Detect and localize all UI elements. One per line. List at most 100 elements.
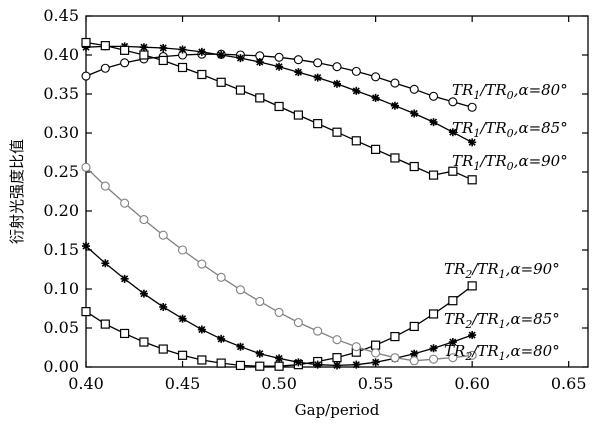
data-point-circle xyxy=(120,198,130,208)
series-label-4: TR2/TR1,α=85° xyxy=(444,310,560,331)
data-point-square xyxy=(81,37,91,48)
data-point-circle xyxy=(235,285,246,295)
data-point-square xyxy=(274,101,284,112)
data-point-circle xyxy=(428,354,439,364)
data-point-circle xyxy=(313,58,323,68)
data-point-circle xyxy=(409,356,419,366)
data-point-star xyxy=(448,128,457,137)
series-label-subscript: 2 xyxy=(464,318,472,331)
data-point-square xyxy=(255,361,265,371)
series-label-subscript: 0 xyxy=(507,89,514,102)
series-label-text: /TR xyxy=(478,81,506,99)
data-point-square xyxy=(139,337,149,347)
data-point-star xyxy=(333,79,341,88)
data-point-circle xyxy=(177,245,188,255)
data-point-star xyxy=(275,62,284,71)
data-point-circle xyxy=(293,317,303,328)
data-point-square xyxy=(371,144,381,154)
x-tick-label: 0.40 xyxy=(68,374,104,393)
data-point-star xyxy=(236,342,245,351)
data-point-square xyxy=(216,358,226,368)
data-point-star xyxy=(178,314,187,323)
y-tick-label: 0.45 xyxy=(43,6,79,25)
data-point-star xyxy=(159,302,168,311)
data-point-star xyxy=(333,361,341,370)
x-tick-label: 0.60 xyxy=(454,374,490,393)
series-label-text: /TR xyxy=(470,310,498,328)
data-point-square xyxy=(158,55,168,66)
series-label-text: TR xyxy=(444,342,465,360)
data-point-circle xyxy=(197,259,207,269)
series-label-subscript: 0 xyxy=(507,160,514,173)
data-point-star xyxy=(410,109,419,118)
data-point-star xyxy=(275,354,284,363)
series-label-subscript: 2 xyxy=(464,268,472,281)
data-point-square xyxy=(177,350,188,360)
data-point-circle xyxy=(81,71,91,81)
data-point-star xyxy=(217,334,226,343)
data-point-square xyxy=(293,110,303,120)
x-tick-label: 0.45 xyxy=(165,374,201,393)
series-label-subscript: 1 xyxy=(473,127,480,140)
data-point-star xyxy=(429,344,438,353)
y-axis-title: 衍射光强度比值 xyxy=(8,139,26,244)
data-point-star xyxy=(390,101,399,110)
series-5 xyxy=(81,162,477,366)
data-point-star xyxy=(217,51,226,59)
data-point-square xyxy=(390,153,400,163)
data-point-square xyxy=(197,69,207,80)
data-point-square xyxy=(332,127,342,137)
data-point-square xyxy=(448,166,458,176)
y-tick-label: 0.30 xyxy=(43,123,79,142)
data-point-star xyxy=(120,274,129,283)
series-label-text: /TR xyxy=(470,342,498,360)
data-point-star xyxy=(371,93,380,102)
data-point-circle xyxy=(448,97,458,107)
data-point-star xyxy=(159,43,168,52)
data-point-circle xyxy=(100,63,110,73)
series-4 xyxy=(82,242,477,370)
data-point-square xyxy=(100,319,110,329)
data-point-square xyxy=(409,161,419,172)
data-point-square xyxy=(120,328,130,339)
data-point-circle xyxy=(332,335,342,345)
data-point-circle xyxy=(100,181,110,191)
data-point-circle xyxy=(274,52,284,62)
series-label-1: TR1/TR0,α=85° xyxy=(452,119,568,140)
series-1 xyxy=(82,42,477,147)
series-label-3: TR2/TR1,α=90° xyxy=(444,260,560,281)
data-point-star xyxy=(352,86,361,95)
series-label-subscript: 0 xyxy=(507,127,514,140)
data-point-square xyxy=(390,331,400,342)
data-point-star xyxy=(139,289,148,298)
series-label-text: ,α=90° xyxy=(514,152,568,170)
data-point-circle xyxy=(139,215,149,225)
data-point-square xyxy=(158,344,168,354)
series-label-text: /TR xyxy=(478,152,506,170)
series-label-text: TR xyxy=(444,260,465,278)
y-tick-label: 0.20 xyxy=(43,201,79,220)
data-point-square xyxy=(448,296,458,306)
series-label-text: ,α=80° xyxy=(514,81,568,99)
data-point-square xyxy=(371,340,381,350)
series-label-text: TR xyxy=(444,310,465,328)
data-point-circle xyxy=(409,84,419,94)
x-tick-label: 0.65 xyxy=(551,374,587,393)
data-point-star xyxy=(236,54,245,63)
series-label-text: ,α=85° xyxy=(514,119,568,137)
data-point-square xyxy=(428,309,439,319)
data-point-square xyxy=(235,85,246,95)
axes-layer: 0.40 0.45 0.50 0.55 0.60 0.65 0.00 0.05 0.10 0.15… xyxy=(8,6,589,419)
series-label-5: TR2/TR1,α=80° xyxy=(444,342,560,363)
data-point-circle xyxy=(428,91,439,101)
x-tick-label: 0.50 xyxy=(261,374,297,393)
data-point-square xyxy=(216,77,226,87)
data-point-star xyxy=(255,58,264,67)
data-point-square xyxy=(255,93,265,103)
data-point-square xyxy=(235,360,246,371)
data-point-circle xyxy=(390,78,400,88)
data-point-star xyxy=(101,259,110,268)
data-point-star xyxy=(82,43,90,52)
data-point-circle xyxy=(81,162,91,172)
